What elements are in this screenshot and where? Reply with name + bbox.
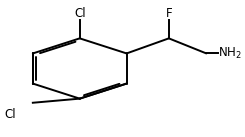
Text: Cl: Cl [5,108,16,121]
Text: F: F [166,7,172,20]
Text: Cl: Cl [74,7,86,20]
Text: NH$_2$: NH$_2$ [218,46,242,61]
